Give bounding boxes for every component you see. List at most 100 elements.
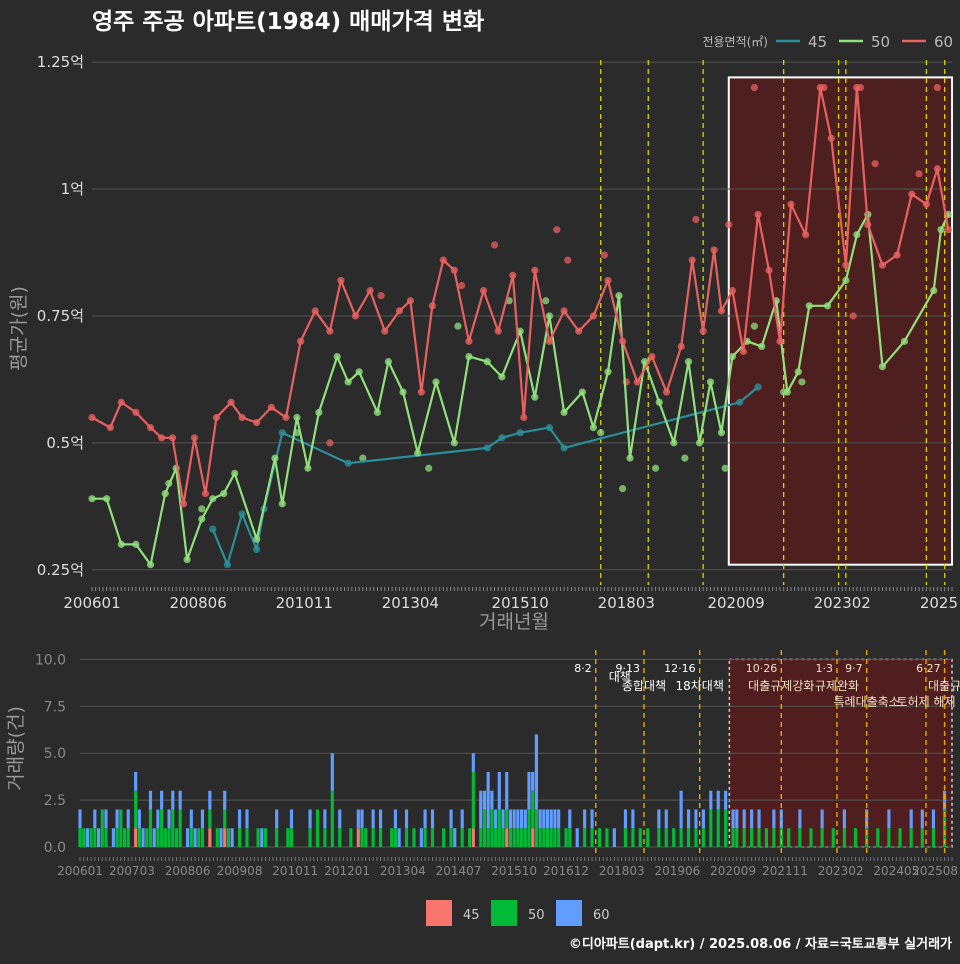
volume-bar-60 (453, 828, 457, 847)
volume-bar-60 (171, 790, 175, 810)
volume-bar-60 (943, 790, 947, 810)
data-point-50 (900, 337, 909, 345)
volume-bar-50 (605, 828, 609, 847)
volume-bar-60 (842, 809, 846, 829)
data-point-50 (209, 495, 217, 503)
volume-bar-50 (557, 828, 561, 847)
bottom-legend: 45 50 60 (426, 900, 610, 926)
x-tick-label: 202009 (707, 594, 764, 612)
volume-chart: 0.0 2.5 5.0 7.5 10.0 8·2 대책9·13 종합대책 12·16 18차대책 1… (5, 650, 960, 878)
volume-bar-60 (223, 790, 227, 810)
volume-bar-50 (553, 828, 557, 847)
event-label: 토허제 해제 (897, 695, 956, 709)
volume-x-tick-label: 200601 (57, 864, 103, 878)
event-date: 8·2 (574, 662, 592, 675)
event-label: 대출규 (928, 679, 960, 693)
volume-bar-60 (137, 809, 141, 829)
volume-bar-50 (122, 828, 127, 847)
volume-bar-50 (549, 828, 553, 847)
scatter-point (915, 170, 923, 178)
volume-bar-50 (137, 828, 141, 847)
data-point-60 (853, 83, 861, 92)
volume-bar-50 (512, 828, 516, 847)
volume-bar-50 (523, 828, 527, 847)
data-point-60 (575, 327, 583, 335)
volume-bar-60 (289, 809, 294, 829)
scatter-point (490, 241, 499, 249)
event-label: 대출규제강화 (748, 679, 814, 693)
volume-bar-50 (583, 828, 587, 847)
volume-x-tick-label: 202508 (912, 864, 958, 878)
volume-bar-50 (501, 828, 505, 847)
volume-bar-60 (820, 809, 824, 829)
volume-bar-50 (735, 828, 739, 847)
x-tick-label: 2025 (920, 594, 958, 612)
volume-bar-50 (519, 828, 524, 847)
data-point-50 (805, 302, 813, 310)
event-label: 18차대책 (675, 678, 723, 693)
volume-bar-50 (338, 828, 342, 847)
event-label: 특례대출축소 (834, 695, 900, 709)
data-point-60 (267, 403, 275, 411)
volume-bar-60 (308, 809, 312, 829)
volume-bar-50 (315, 809, 320, 847)
volume-bar-60 (330, 753, 334, 791)
volume-bar-60 (338, 809, 342, 829)
volume-bar-50 (371, 828, 375, 847)
data-point-60 (253, 418, 261, 427)
data-point-50 (783, 388, 791, 396)
scatter-point (849, 312, 857, 320)
volume-bar-60 (482, 790, 487, 810)
data-point-50 (253, 535, 261, 543)
bar-legend-label-60: 60 (593, 908, 610, 923)
volume-bar-60 (115, 809, 119, 829)
series-line-45 (211, 386, 759, 566)
volume-bar-60 (735, 809, 739, 829)
volume-bar-60 (538, 809, 542, 829)
volume-bar-60 (519, 809, 524, 829)
scatter-point (198, 505, 206, 513)
volume-bar-50 (237, 828, 242, 847)
volume-bar-50 (442, 828, 446, 847)
data-point-50 (842, 276, 850, 285)
data-point-50 (231, 469, 239, 477)
scatter-point (933, 83, 941, 92)
bar-legend-label-50: 50 (528, 908, 545, 923)
volume-bar-50 (245, 828, 249, 847)
data-point-50 (853, 231, 861, 239)
data-point-50 (103, 495, 111, 503)
scatter-point (600, 251, 608, 259)
volume-bar-50 (531, 790, 535, 829)
data-point-50 (655, 398, 663, 406)
data-point-50 (589, 424, 597, 432)
bar-legend-key-45 (426, 900, 452, 926)
volume-bar-60 (186, 828, 190, 847)
volume-bar-60 (93, 809, 97, 829)
volume-bar-60 (141, 828, 145, 847)
data-point-50 (450, 439, 458, 447)
volume-bar-50 (289, 828, 294, 847)
data-point-50 (640, 358, 649, 366)
data-point-60 (366, 286, 374, 295)
volume-bar-60 (260, 828, 264, 847)
scatter-point (681, 454, 689, 462)
volume-bar-50 (449, 828, 453, 847)
data-point-60 (227, 398, 235, 406)
volume-bar-60 (865, 809, 869, 829)
volume-bar-45 (531, 828, 535, 847)
volume-x-tick-label: 202302 (818, 864, 864, 878)
volume-bar-50 (505, 809, 509, 829)
volume-bar-50 (887, 828, 891, 847)
volume-bar-50 (364, 828, 368, 847)
data-point-60 (739, 347, 748, 356)
event-label: 규제완화 (815, 679, 859, 693)
volume-bar-60 (152, 828, 156, 847)
volume-bar-60 (230, 828, 234, 847)
y-tick-label: 0.75억 (37, 307, 84, 325)
data-point-50 (560, 408, 568, 417)
scatter-point (750, 83, 758, 92)
scatter-point (359, 454, 367, 462)
volume-bar-60 (779, 809, 783, 829)
volume-bar-50 (208, 809, 212, 829)
